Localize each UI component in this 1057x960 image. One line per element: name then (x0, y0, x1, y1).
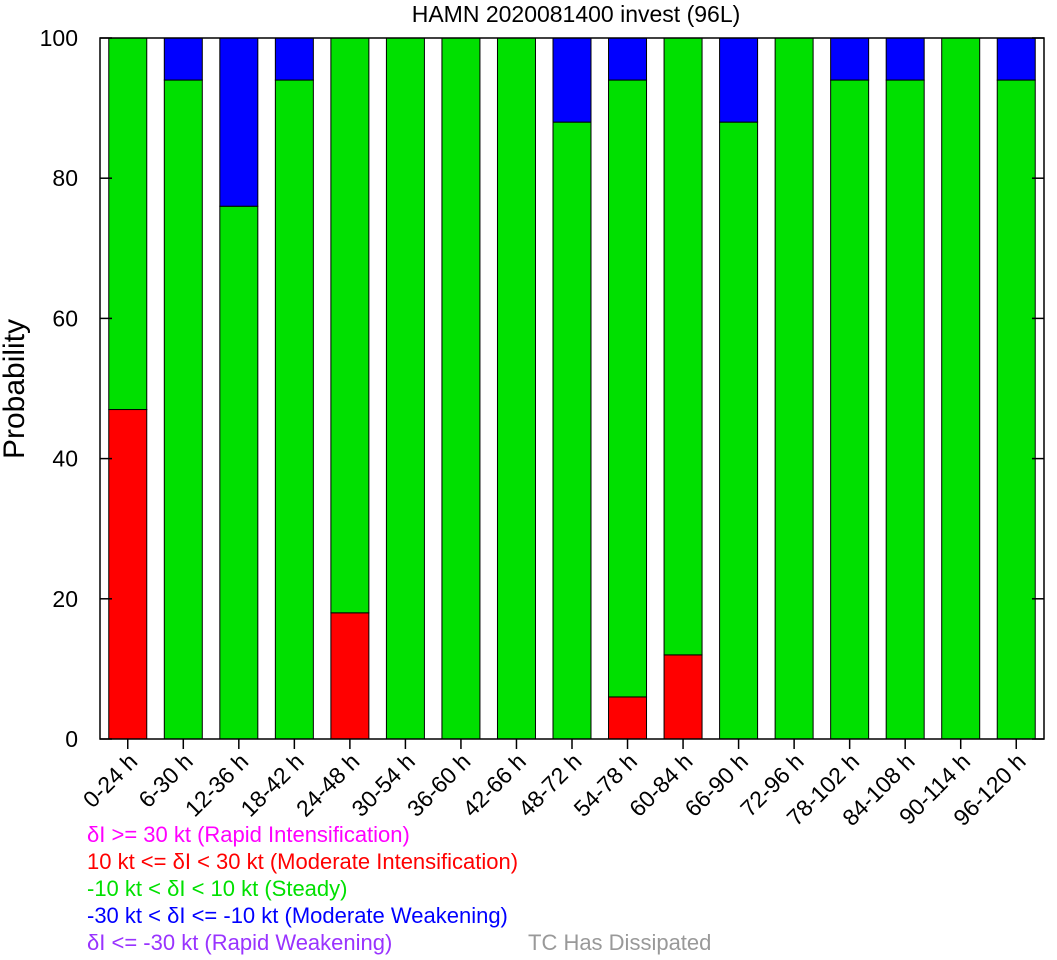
bar-steady-0 (108, 37, 148, 411)
bar-moderate-intensification-4 (330, 612, 370, 740)
bar-moderate-weakening-9 (608, 37, 648, 81)
bar-steady-15 (941, 37, 981, 740)
bar-steady-8 (552, 121, 592, 740)
bar-steady-11 (719, 121, 759, 740)
bar-moderate-weakening-13 (830, 37, 870, 81)
bar-steady-2 (219, 205, 259, 740)
bar-moderate-weakening-16 (996, 37, 1036, 81)
bar-steady-14 (885, 79, 925, 740)
legend-item-1: 10 kt <= δI < 30 kt (Moderate Intensific… (87, 849, 519, 874)
legend-item-3: -30 kt < δI <= -10 kt (Moderate Weakenin… (87, 903, 508, 928)
y-tick-label: 100 (40, 25, 78, 51)
y-tick-label: 60 (52, 305, 78, 331)
bars-group (108, 37, 1036, 740)
bar-moderate-intensification-0 (108, 409, 148, 740)
bar-steady-9 (608, 79, 648, 698)
x-tick-label: 0-24 h (78, 748, 143, 813)
y-tick-label: 20 (52, 586, 78, 612)
bar-moderate-weakening-14 (885, 37, 925, 81)
y-tick-label: 0 (65, 726, 78, 752)
bar-steady-6 (441, 37, 481, 740)
bar-steady-3 (274, 79, 314, 740)
bar-steady-7 (496, 37, 536, 740)
bar-steady-1 (163, 79, 203, 740)
y-axis-label: Probability (0, 319, 31, 459)
bar-moderate-weakening-8 (552, 37, 592, 123)
legend-tc-dissipated: TC Has Dissipated (528, 930, 712, 955)
bar-steady-5 (385, 37, 425, 740)
bar-moderate-intensification-9 (608, 696, 648, 740)
bar-steady-10 (663, 37, 703, 656)
bar-steady-12 (774, 37, 814, 740)
legend-item-2: -10 kt < δI < 10 kt (Steady) (87, 876, 348, 901)
bar-moderate-weakening-2 (219, 37, 259, 207)
legend-item-0: δI >= 30 kt (Rapid Intensification) (87, 822, 410, 847)
bar-moderate-weakening-3 (274, 37, 314, 81)
y-tick-label: 80 (52, 165, 78, 191)
bar-steady-4 (330, 37, 370, 614)
legend-item-4: δI <= -30 kt (Rapid Weakening) (87, 930, 393, 955)
bar-steady-13 (830, 79, 870, 740)
bar-steady-16 (996, 79, 1036, 740)
bar-moderate-intensification-10 (663, 654, 703, 740)
bar-moderate-weakening-1 (163, 37, 203, 81)
y-tick-label: 40 (52, 446, 78, 472)
bar-moderate-weakening-11 (719, 37, 759, 123)
chart-title: HAMN 2020081400 invest (96L) (412, 1, 741, 27)
